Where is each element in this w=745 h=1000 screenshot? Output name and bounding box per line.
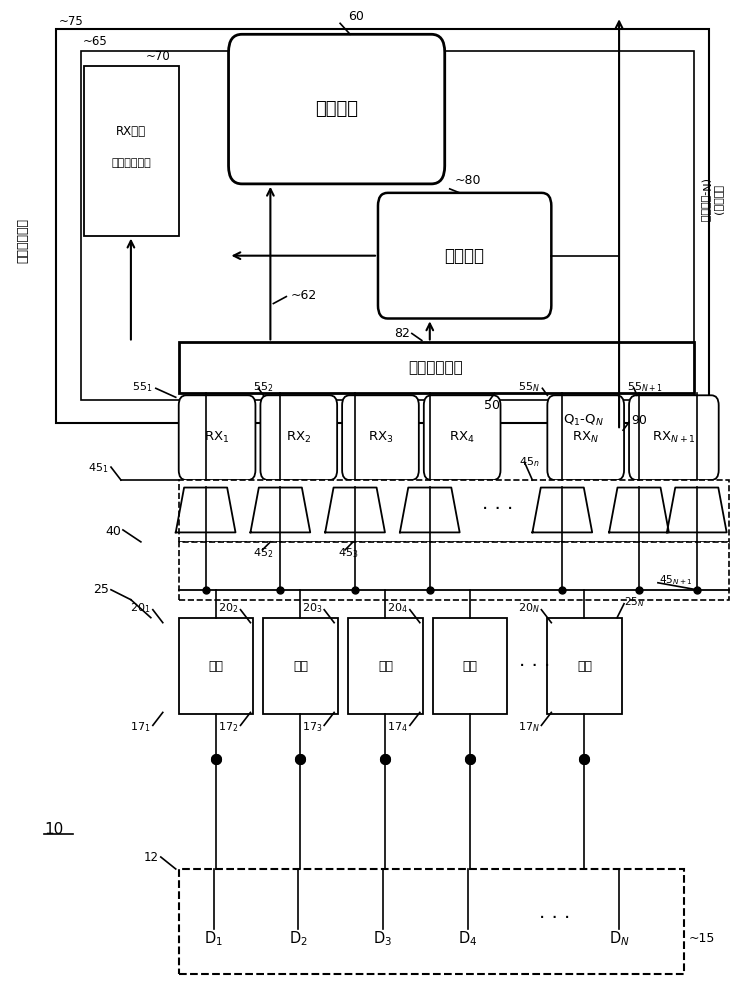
Text: 输入交换控制: 输入交换控制 [17,218,30,263]
Text: ~62: ~62 [291,289,317,302]
Text: D$_4$: D$_4$ [458,929,478,948]
Text: 终端: 终端 [209,660,224,673]
Text: RX配置: RX配置 [115,125,146,138]
Text: 55$_1$: 55$_1$ [133,380,153,394]
Text: 17$_4$: 17$_4$ [387,720,408,734]
FancyBboxPatch shape [342,395,419,480]
Text: 10: 10 [44,822,63,837]
Bar [264,618,338,714]
Bar [84,66,179,236]
FancyBboxPatch shape [548,395,624,480]
Text: 45$_1$: 45$_1$ [89,461,109,475]
Text: 45$_2$: 45$_2$ [253,546,273,560]
Text: · · ·: · · · [539,909,570,928]
Text: (N-宽度输出: (N-宽度输出 [700,179,710,222]
FancyBboxPatch shape [424,395,501,480]
Text: RX$_1$: RX$_1$ [204,430,229,445]
Bar [179,542,729,600]
Text: ~80: ~80 [454,174,481,187]
Bar [348,618,423,714]
Text: · · ·: · · · [482,500,513,519]
Text: Q$_1$-Q$_N$: Q$_1$-Q$_N$ [563,413,604,428]
Bar [179,480,729,542]
Text: 数据路由开关: 数据路由开关 [408,360,463,375]
Text: 82: 82 [394,327,410,340]
Text: 25$_N$: 25$_N$ [624,595,644,609]
Text: 90: 90 [631,414,647,427]
Text: 55$_2$: 55$_2$ [253,380,274,394]
Text: 终端: 终端 [463,660,478,673]
Text: 50: 50 [484,399,500,412]
Bar [81,51,694,400]
Text: ~65: ~65 [83,35,108,48]
Text: 45$_n$: 45$_n$ [519,455,539,469]
Text: RX$_4$: RX$_4$ [449,430,475,445]
Text: 60: 60 [348,10,364,23]
Text: 17$_N$: 17$_N$ [518,720,539,734]
FancyBboxPatch shape [629,395,719,480]
Text: 终端: 终端 [378,660,393,673]
Text: D$_2$: D$_2$ [289,929,308,948]
Text: 17$_3$: 17$_3$ [302,720,322,734]
FancyBboxPatch shape [179,395,256,480]
Text: 17$_1$: 17$_1$ [130,720,150,734]
Bar [548,618,622,714]
Text: D$_N$: D$_N$ [609,929,630,948]
Text: 20$_3$: 20$_3$ [302,601,322,615]
Text: · · ·: · · · [519,657,550,676]
FancyBboxPatch shape [229,34,445,184]
Text: RX$_3$: RX$_3$ [368,430,393,445]
Text: 20$_N$: 20$_N$ [518,601,539,615]
Bar [433,618,507,714]
Text: 限变逻辑: 限变逻辑 [445,247,485,265]
Text: 终端: 终端 [294,660,308,673]
Text: 55$_N$: 55$_N$ [518,380,539,394]
Text: D$_1$: D$_1$ [204,929,223,948]
Text: ~70: ~70 [146,50,171,63]
FancyBboxPatch shape [261,395,337,480]
Bar [179,342,694,393]
Text: 17$_2$: 17$_2$ [218,720,238,734]
Bar [179,869,684,974]
Text: 45$_{N+1}$: 45$_{N+1}$ [659,573,693,587]
Text: 45$_3$: 45$_3$ [337,546,358,560]
Text: 输出交换控制: 输出交换控制 [111,158,150,168]
Text: 终端: 终端 [577,660,592,673]
Bar [179,618,253,714]
Text: 40: 40 [105,525,121,538]
Text: 20$_2$: 20$_2$ [218,601,238,615]
Text: ~15: ~15 [689,932,715,945]
Text: 25: 25 [93,583,109,596]
Text: RX$_2$: RX$_2$ [286,430,311,445]
Text: RX$_{N+1}$: RX$_{N+1}$ [652,430,696,445]
Text: 20$_4$: 20$_4$ [387,601,408,615]
Text: 12: 12 [144,851,159,864]
FancyBboxPatch shape [378,193,551,319]
Text: 数据总线): 数据总线) [714,185,723,216]
Text: 20$_1$: 20$_1$ [130,601,150,615]
Bar [56,29,708,423]
Text: RX$_N$: RX$_N$ [572,430,599,445]
Text: 55$_{N+1}$: 55$_{N+1}$ [627,380,663,394]
Text: ~75: ~75 [59,15,84,28]
Text: D$_3$: D$_3$ [373,929,393,948]
Text: 校准逻辑: 校准逻辑 [314,100,358,118]
